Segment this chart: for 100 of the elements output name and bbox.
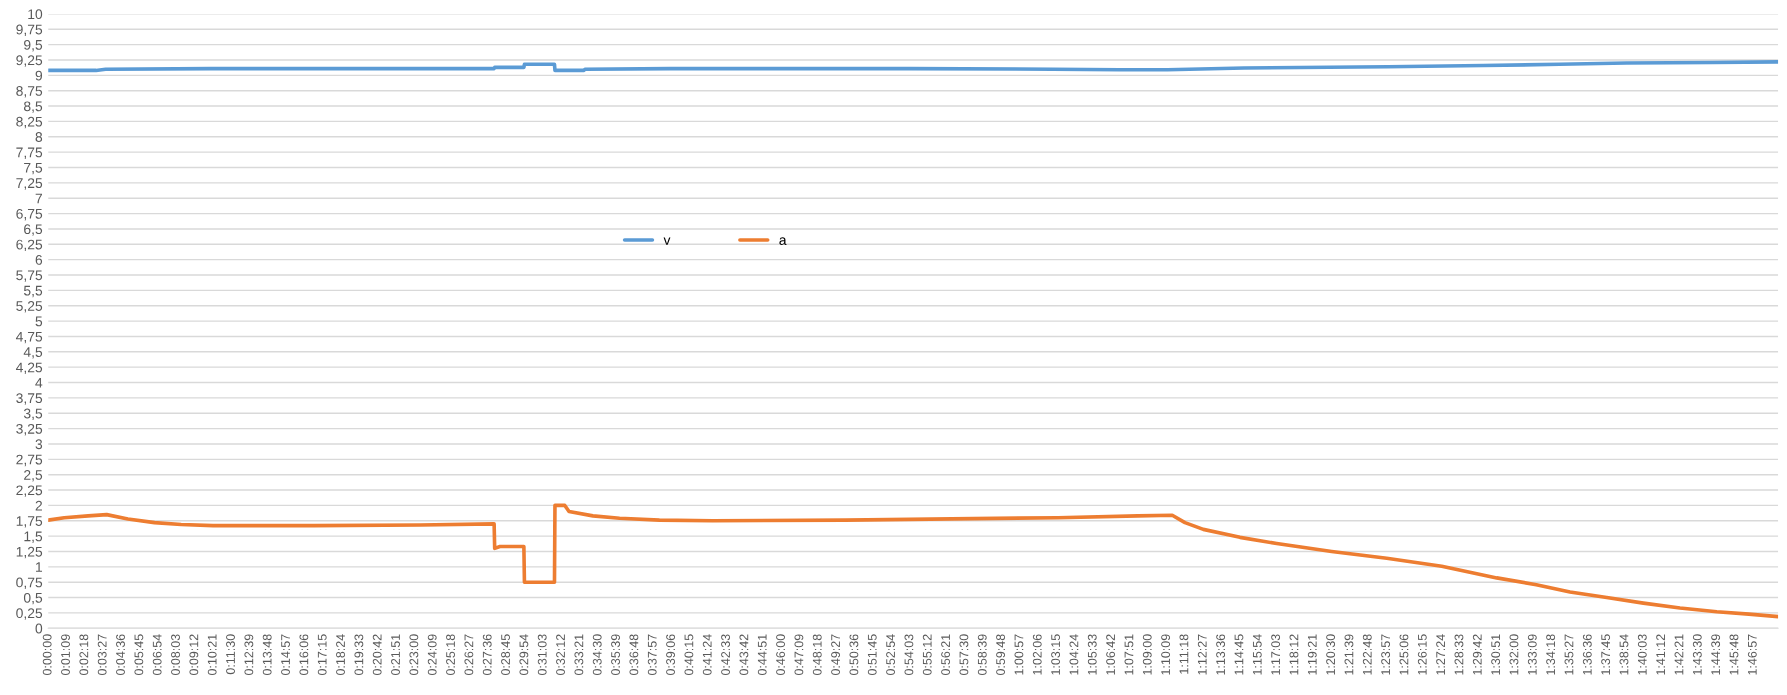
x-tick-label: 1:38:54	[1619, 634, 1629, 675]
x-tick-label: 1:35:27	[1564, 634, 1574, 675]
x-tick-label: 1:33:09	[1527, 634, 1537, 675]
x-tick-label: 0:34:30	[592, 634, 602, 676]
y-tick-label: 10	[28, 9, 43, 20]
y-tick-label: 2	[35, 500, 42, 511]
y-tick-label: 9	[35, 70, 43, 81]
x-tick-label: 1:00:57	[1014, 634, 1024, 675]
x-tick-label: 0:24:09	[427, 634, 437, 676]
x-tick-label: 0:29:54	[519, 634, 529, 676]
legend-label: v	[663, 237, 671, 245]
x-tick-label: 1:14:45	[1234, 634, 1244, 675]
x-tick-label: 0:55:12	[922, 634, 932, 676]
x-tick-label: 0:05:45	[134, 634, 144, 676]
y-tick-label: 0,25	[16, 608, 43, 620]
x-tick-label: 1:20:30	[1326, 634, 1336, 675]
y-tick-label: 8,75	[16, 86, 43, 98]
y-tick-label: 2,75	[16, 454, 43, 467]
x-tick-label: 0:09:12	[189, 634, 199, 676]
x-tick-label: 1:17:03	[1271, 634, 1281, 675]
y-tick-label: 9,75	[16, 24, 43, 37]
x-tick-label: 0:54:03	[904, 634, 914, 676]
x-tick-label: 0:03:27	[97, 634, 107, 676]
x-tick-label: 1:28:33	[1454, 634, 1464, 675]
x-tick-label: 0:01:09	[61, 634, 70, 676]
x-tick-label: 1:43:30	[1692, 634, 1702, 675]
x-tick-label: 1:36:36	[1582, 634, 1592, 675]
y-tick-label: 6,75	[16, 208, 43, 221]
x-tick-label: 1:42:21	[1674, 634, 1684, 675]
x-tick-label: 0:57:30	[959, 634, 969, 676]
x-tick-label: 0:50:36	[849, 634, 859, 676]
x-tick-label: 1:40:03	[1637, 634, 1647, 675]
x-tick-label: 1:04:24	[1069, 634, 1079, 675]
x-tick-label: 1:23:57	[1381, 634, 1391, 675]
x-tick-label: 0:39:06	[666, 634, 675, 676]
x-tick-label: 0:52:54	[886, 634, 896, 676]
x-tick-label: 0:27:36	[482, 634, 492, 676]
x-tick-label: 0:00:00	[42, 634, 52, 676]
y-tick-label: 8,5	[23, 101, 43, 113]
y-tick-label: 6,25	[16, 239, 43, 252]
y-tick-label: 4	[35, 378, 43, 388]
x-tick-label: 1:37:45	[1601, 634, 1611, 675]
x-tick-label: 1:46:57	[1747, 634, 1757, 675]
x-tick-label: 1:02:06	[1032, 634, 1042, 675]
x-tick-label: 0:43:42	[739, 634, 749, 676]
x-tick-label: 1:11:18	[1179, 634, 1189, 674]
y-tick-label: 4,5	[23, 347, 43, 359]
x-tick-label: 0:19:33	[354, 634, 364, 676]
y-tick-label: 6	[35, 254, 43, 265]
x-tick-label: 0:12:39	[244, 634, 254, 676]
x-tick-label: 1:03:15	[1051, 634, 1061, 675]
x-tick-label: 0:18:24	[336, 634, 345, 676]
y-tick-label: 1,5	[24, 531, 43, 543]
x-tick-label: 1:27:24	[1436, 634, 1445, 675]
x-tick-label: 0:28:45	[501, 634, 510, 676]
x-tick-label: 0:20:42	[372, 634, 382, 676]
x-tick-label: 0:56:21	[941, 634, 951, 676]
y-tick-label: 8	[35, 132, 43, 142]
x-tick-label: 1:44:39	[1711, 634, 1721, 675]
x-tick-label: 0:47:09	[794, 634, 804, 676]
x-tick-label: 0:14:57	[281, 634, 290, 676]
x-tick-label: 0:48:18	[812, 634, 822, 676]
x-tick-label: 0:26:27	[464, 634, 474, 676]
x-tick-label: 0:21:51	[391, 634, 400, 676]
y-tick-label: 1,25	[16, 546, 43, 559]
x-tick-label: 0:08:03	[171, 634, 180, 676]
y-tick-label: 4,25	[15, 362, 43, 374]
x-tick-label: 0:23:00	[409, 634, 419, 676]
line-series	[48, 60, 1779, 73]
x-tick-label: 0:51:45	[867, 634, 877, 676]
x-tick-label: 0:04:36	[116, 634, 125, 676]
x-tick-label: 0:41:24	[702, 634, 712, 676]
y-tick-label: 3,75	[16, 393, 43, 405]
x-tick-label: 1:05:33	[1087, 634, 1097, 675]
x-tick-label: 1:26:15	[1417, 634, 1427, 675]
x-tick-label: 1:32:00	[1509, 634, 1519, 675]
y-tick-label: 8,25	[16, 116, 43, 129]
x-tick-label: 0:17:15	[317, 634, 327, 676]
x-tick-label: 1:22:48	[1362, 634, 1372, 675]
x-tick-label: 1:06:42	[1106, 634, 1116, 675]
x-tick-label: 0:59:48	[996, 634, 1006, 676]
y-tick-label: 1	[36, 562, 43, 572]
y-tick-label: 7	[35, 193, 42, 204]
y-tick-label: 7,5	[24, 162, 43, 175]
y-tick-label: 5	[35, 316, 43, 327]
x-tick-label: 0:16:06	[299, 634, 309, 676]
x-tick-label: 0:32:12	[556, 634, 565, 676]
x-tick-label: 1:21:39	[1344, 634, 1354, 675]
y-tick-label: 3,5	[23, 408, 43, 421]
line-series	[48, 503, 1779, 619]
legend-label: a	[779, 237, 787, 245]
y-tick-label: 2,5	[24, 470, 43, 482]
x-tick-label: 1:41:12	[1656, 634, 1665, 675]
y-tick-label: 0	[35, 623, 43, 634]
x-tick-label: 0:11:30	[226, 634, 235, 675]
x-tick-label: 0:42:33	[721, 634, 730, 676]
y-tick-label: 3	[35, 439, 43, 450]
x-tick-label: 0:44:51	[757, 634, 767, 676]
x-tick-label: 0:37:57	[647, 634, 657, 676]
y-tick-label: 5,25	[16, 301, 43, 313]
